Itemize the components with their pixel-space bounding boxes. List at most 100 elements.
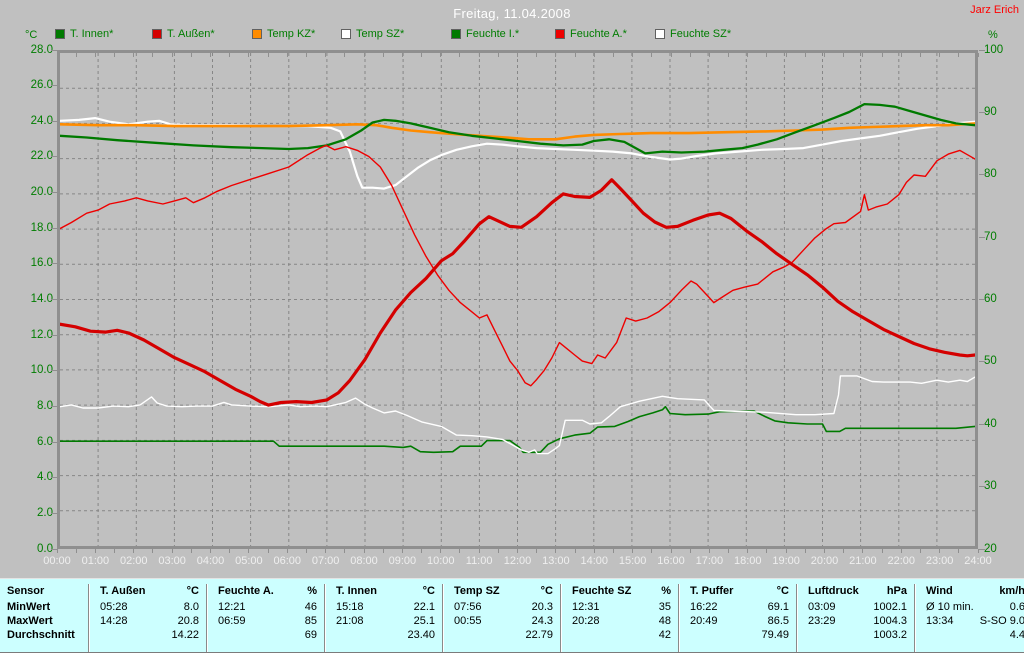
x-axis-tick-top bbox=[421, 53, 423, 57]
y-axis-tick-right bbox=[979, 174, 985, 176]
y-axis-tick-right bbox=[979, 236, 985, 238]
x-axis-tick-top bbox=[363, 53, 365, 57]
min-value: 8.0 bbox=[183, 601, 199, 613]
max-time: 00:55 bbox=[454, 615, 482, 627]
y-axis-label-right: 90 bbox=[984, 105, 997, 118]
max-value: 48 bbox=[658, 615, 671, 627]
x-axis-tick-bottom bbox=[958, 549, 960, 553]
y-axis-tick-left bbox=[51, 85, 57, 87]
min-time: 03:09 bbox=[808, 601, 836, 613]
x-axis-tick-bottom bbox=[612, 549, 614, 553]
min-time: 12:21 bbox=[218, 601, 246, 613]
avg-value: 42 bbox=[658, 629, 671, 641]
x-axis-tick-top bbox=[593, 53, 595, 57]
legend-item: Temp SZ* bbox=[341, 28, 404, 40]
x-axis-tick-top bbox=[497, 53, 499, 57]
y-axis-tick-left bbox=[51, 263, 57, 265]
sensor-name: Luftdruck bbox=[808, 585, 859, 597]
x-axis-label: 06:00 bbox=[273, 555, 302, 567]
table-column: T. Puffer °C 16:22 69.1 20:49 86.5 79.49 bbox=[678, 584, 796, 652]
legend-label: T. Außen* bbox=[167, 28, 215, 40]
x-axis-label: 13:00 bbox=[542, 555, 570, 567]
x-axis-tick-bottom bbox=[728, 549, 730, 553]
x-axis-tick-bottom bbox=[517, 549, 518, 553]
avg-value: 1003.2 bbox=[873, 629, 907, 641]
table-column: Temp SZ °C 07:56 20.3 00:55 24.3 22.79 bbox=[442, 584, 560, 652]
x-axis-tick-bottom bbox=[75, 549, 77, 553]
y-axis-label-right: 50 bbox=[984, 355, 997, 368]
min-value: 22.1 bbox=[413, 601, 435, 613]
x-axis-tick-top bbox=[689, 53, 691, 57]
max-time: 13:34 bbox=[926, 615, 954, 627]
series-feuchte_sz bbox=[60, 375, 975, 455]
y-axis-label-left: 6.0 bbox=[37, 435, 53, 448]
x-axis-tick-top bbox=[747, 53, 749, 57]
sensor-unit: °C bbox=[422, 585, 435, 597]
x-axis-tick-bottom bbox=[766, 549, 768, 553]
x-axis-tick-bottom bbox=[939, 549, 941, 553]
x-axis-label: 07:00 bbox=[311, 555, 340, 567]
x-axis-tick-bottom bbox=[497, 549, 499, 553]
y-axis-label-left: 2.0 bbox=[37, 506, 53, 519]
sensor-name: T. Außen bbox=[100, 585, 146, 597]
avg-value: 14.22 bbox=[171, 629, 199, 641]
x-axis-tick-bottom bbox=[94, 549, 96, 553]
min-time: Ø 10 min. bbox=[926, 601, 974, 613]
y-axis-tick-left bbox=[51, 156, 57, 158]
y-axis-tick-right bbox=[979, 111, 985, 113]
x-axis-tick-top bbox=[459, 53, 461, 57]
x-axis-tick-bottom bbox=[229, 549, 231, 553]
user-name: Jarz Erich bbox=[970, 4, 1019, 16]
y-axis-label-left: 18.0 bbox=[30, 221, 53, 234]
sensor-name: Temp SZ bbox=[454, 585, 500, 597]
x-axis-tick-bottom bbox=[881, 549, 883, 553]
x-axis-tick-bottom bbox=[286, 549, 288, 553]
min-time: 07:56 bbox=[454, 601, 482, 613]
x-axis-tick-bottom bbox=[593, 549, 595, 553]
x-axis-tick-top bbox=[325, 53, 327, 57]
x-axis-tick-top bbox=[248, 53, 250, 57]
x-axis-tick-bottom bbox=[267, 549, 269, 553]
y-axis-label-right: 40 bbox=[984, 417, 997, 430]
min-value: 20.3 bbox=[531, 601, 553, 613]
max-value: 20.8 bbox=[177, 615, 199, 627]
max-value: 86.5 bbox=[767, 615, 789, 627]
x-axis-label: 10:00 bbox=[426, 555, 455, 567]
x-axis-label: 16:00 bbox=[657, 555, 685, 567]
x-axis-tick-bottom bbox=[305, 549, 307, 553]
x-axis-tick-top bbox=[632, 53, 634, 57]
sensor-unit: hPa bbox=[886, 585, 907, 597]
min-value: 35 bbox=[658, 601, 671, 613]
table-column: Feuchte A. % 12:21 46 06:59 85 69 bbox=[206, 584, 324, 652]
y-axis-label-left: 12.0 bbox=[30, 328, 53, 341]
avg-spacer bbox=[561, 628, 572, 642]
x-axis-label: 17:00 bbox=[695, 555, 724, 567]
avg-spacer bbox=[89, 628, 100, 642]
x-axis-tick-top bbox=[900, 53, 902, 57]
table-column: T. Außen °C 05:28 8.0 14:28 20.8 14.22 bbox=[88, 584, 206, 652]
min-value: 0.6 bbox=[1009, 601, 1024, 613]
page-title: Freitag, 11.04.2008 bbox=[453, 6, 571, 21]
x-axis-tick-bottom bbox=[114, 549, 116, 553]
x-axis-tick-top bbox=[56, 53, 58, 57]
x-axis-tick-top bbox=[190, 53, 192, 57]
y-axis-tick-right bbox=[979, 486, 985, 488]
table-row-label: MaxWert bbox=[7, 615, 53, 627]
x-axis-tick-bottom bbox=[824, 549, 825, 553]
x-axis-label: 11:00 bbox=[465, 555, 493, 567]
max-time: 21:08 bbox=[336, 615, 364, 627]
max-time: 14:28 bbox=[100, 615, 128, 627]
x-axis-tick-bottom bbox=[421, 549, 423, 553]
x-axis-tick-top bbox=[152, 53, 154, 57]
max-value: S-SO 9.0 bbox=[979, 615, 1024, 627]
x-axis-tick-top bbox=[75, 53, 77, 57]
x-axis-label: 02:00 bbox=[119, 555, 148, 567]
avg-spacer bbox=[915, 628, 926, 642]
y-axis-tick-left bbox=[51, 49, 57, 51]
x-axis-tick-bottom bbox=[401, 549, 403, 553]
x-axis-tick-bottom bbox=[248, 549, 250, 553]
legend-label: T. Innen* bbox=[70, 28, 114, 40]
avg-spacer bbox=[797, 628, 808, 642]
legend-item: Feuchte I.* bbox=[451, 28, 519, 40]
x-axis-label: 04:00 bbox=[196, 555, 225, 567]
